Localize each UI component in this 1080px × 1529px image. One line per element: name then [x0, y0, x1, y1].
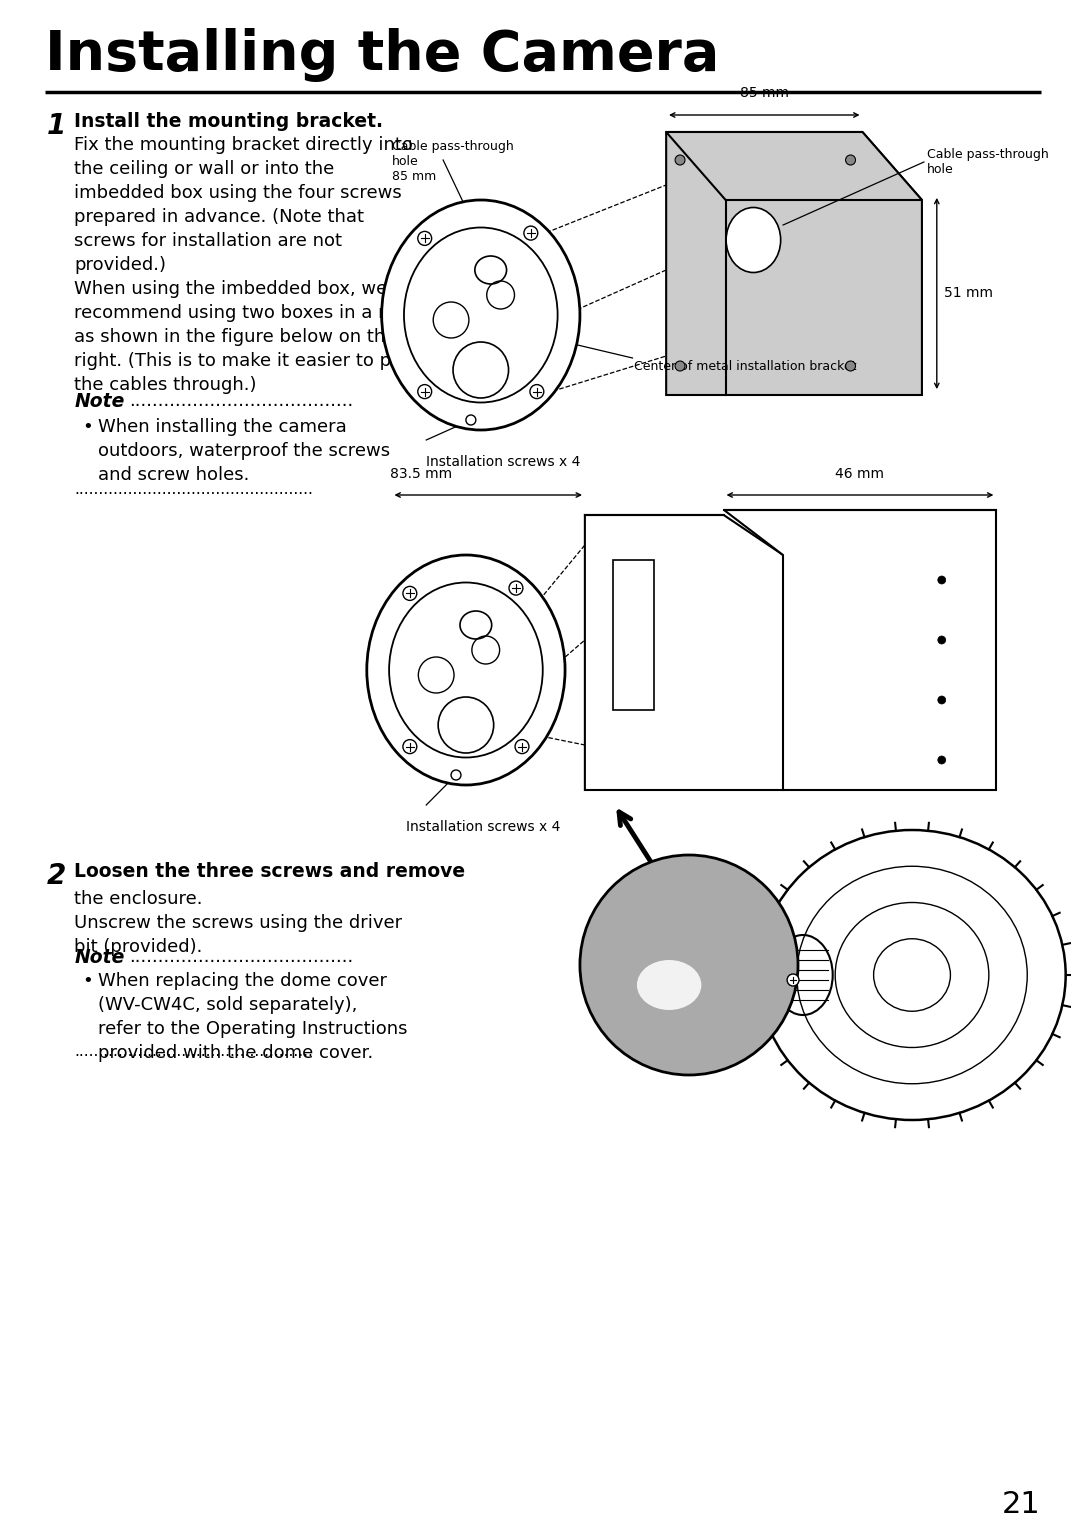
Text: Installation screws x 4: Installation screws x 4: [427, 456, 581, 469]
Polygon shape: [724, 511, 996, 790]
Text: 85 mm: 85 mm: [740, 86, 788, 99]
Circle shape: [675, 361, 685, 372]
Text: the enclosure.: the enclosure.: [75, 890, 203, 908]
Text: Fix the mounting bracket directly into: Fix the mounting bracket directly into: [75, 136, 414, 154]
Text: When using the imbedded box, we: When using the imbedded box, we: [75, 280, 388, 298]
Text: .................................................: ........................................…: [75, 482, 313, 497]
Text: provided.): provided.): [75, 255, 166, 274]
Text: .......................................: .......................................: [129, 391, 353, 410]
Text: When replacing the dome cover: When replacing the dome cover: [98, 972, 387, 989]
Text: Cable pass-through: Cable pass-through: [927, 148, 1049, 161]
Text: right. (This is to make it easier to pass: right. (This is to make it easier to pas…: [75, 352, 421, 370]
Text: hole: hole: [392, 154, 418, 168]
Text: .......................................: .......................................: [129, 948, 353, 966]
Text: refer to the Operating Instructions: refer to the Operating Instructions: [98, 1020, 407, 1038]
Text: and screw holes.: and screw holes.: [98, 466, 249, 485]
Circle shape: [403, 740, 417, 754]
Text: imbedded box using the four screws: imbedded box using the four screws: [75, 183, 402, 202]
Text: outdoors, waterproof the screws: outdoors, waterproof the screws: [98, 442, 390, 460]
Circle shape: [787, 974, 799, 986]
Circle shape: [580, 855, 798, 1075]
Text: (WV-CW4C, sold separately),: (WV-CW4C, sold separately),: [98, 995, 357, 1014]
Text: 51 mm: 51 mm: [944, 286, 993, 300]
Text: screws for installation are not: screws for installation are not: [75, 232, 342, 251]
Text: Note: Note: [75, 948, 124, 966]
Ellipse shape: [475, 255, 507, 284]
Text: •: •: [82, 972, 93, 989]
Circle shape: [451, 771, 461, 780]
Text: bit (provided).: bit (provided).: [75, 937, 203, 956]
Polygon shape: [612, 560, 654, 709]
Text: 83.5 mm: 83.5 mm: [390, 466, 451, 482]
Text: Unscrew the screws using the driver: Unscrew the screws using the driver: [75, 914, 403, 933]
Ellipse shape: [404, 228, 557, 402]
Text: Installing the Camera: Installing the Camera: [44, 28, 719, 83]
Text: .................................................: ........................................…: [75, 1044, 313, 1060]
Circle shape: [937, 755, 946, 764]
Text: Center of metal installation bracket: Center of metal installation bracket: [634, 359, 856, 373]
Ellipse shape: [773, 936, 833, 1015]
Circle shape: [846, 361, 855, 372]
Circle shape: [418, 231, 432, 245]
Text: Note: Note: [75, 391, 124, 411]
Circle shape: [846, 154, 855, 165]
Circle shape: [937, 636, 946, 644]
Text: Installation screws x 4: Installation screws x 4: [406, 820, 561, 833]
Text: Loosen the three screws and remove: Loosen the three screws and remove: [75, 862, 465, 881]
Polygon shape: [585, 515, 783, 790]
Text: as shown in the figure below on the: as shown in the figure below on the: [75, 329, 396, 346]
Circle shape: [465, 414, 476, 425]
Polygon shape: [666, 131, 922, 200]
Text: 1: 1: [46, 112, 66, 141]
Ellipse shape: [389, 583, 543, 757]
Text: 21: 21: [1002, 1489, 1041, 1518]
Text: the ceiling or wall or into the: the ceiling or wall or into the: [75, 161, 335, 177]
Text: 46 mm: 46 mm: [835, 466, 883, 482]
Text: 2: 2: [46, 862, 66, 890]
Text: 85 mm: 85 mm: [392, 170, 436, 183]
Text: •: •: [82, 417, 93, 436]
Circle shape: [675, 154, 685, 165]
Circle shape: [530, 385, 544, 399]
Text: the cables through.): the cables through.): [75, 376, 257, 394]
Polygon shape: [666, 131, 922, 394]
Text: prepared in advance. (Note that: prepared in advance. (Note that: [75, 208, 364, 226]
Text: provided with the dome cover.: provided with the dome cover.: [98, 1044, 374, 1063]
Ellipse shape: [637, 960, 701, 1011]
Circle shape: [524, 226, 538, 240]
Text: Cable pass-through: Cable pass-through: [392, 141, 513, 153]
Text: hole: hole: [927, 164, 954, 176]
Circle shape: [515, 740, 529, 754]
Ellipse shape: [726, 208, 781, 272]
Text: When installing the camera: When installing the camera: [98, 417, 347, 436]
Ellipse shape: [460, 612, 491, 639]
Circle shape: [937, 576, 946, 584]
Circle shape: [418, 385, 432, 399]
Text: recommend using two boxes in a row: recommend using two boxes in a row: [75, 304, 411, 323]
Circle shape: [937, 696, 946, 703]
Text: Install the mounting bracket.: Install the mounting bracket.: [75, 112, 383, 131]
Ellipse shape: [381, 200, 580, 430]
Circle shape: [403, 587, 417, 601]
Ellipse shape: [367, 555, 565, 784]
Ellipse shape: [758, 830, 1066, 1121]
Circle shape: [509, 581, 523, 595]
